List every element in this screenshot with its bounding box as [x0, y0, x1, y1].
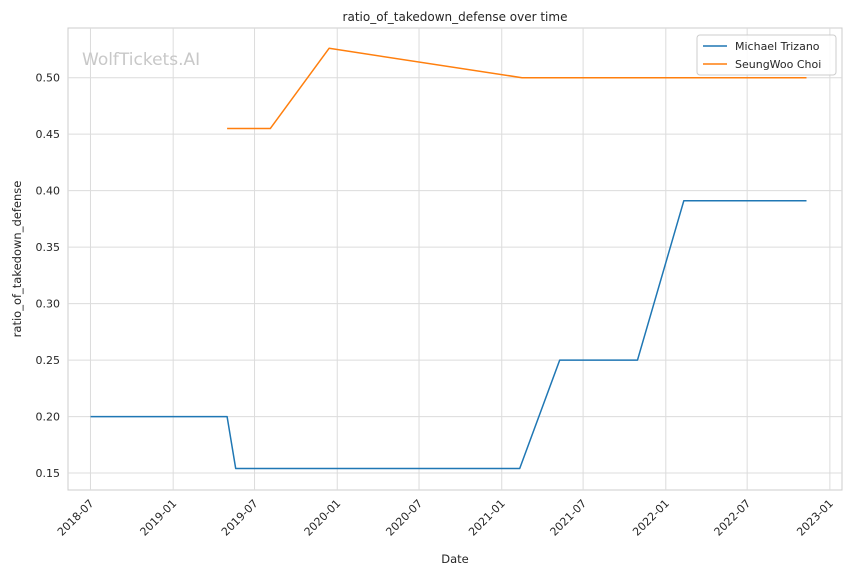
- x-tick-label: 2018-07: [55, 497, 97, 539]
- x-tick-label: 2020-07: [383, 497, 425, 539]
- y-tick-label: 0.30: [36, 298, 61, 311]
- x-tick-label: 2021-07: [548, 497, 590, 539]
- series-line-seungwoo-choi: [227, 47, 807, 130]
- y-tick-label: 0.40: [36, 185, 61, 198]
- x-tick-label: 2019-07: [219, 497, 261, 539]
- watermark: WolfTickets.AI: [82, 50, 200, 70]
- y-tick-label: 0.45: [36, 128, 61, 141]
- x-tick-label: 2023-01: [794, 497, 836, 539]
- legend-label: SeungWoo Choi: [735, 58, 821, 71]
- y-tick-label: 0.50: [36, 72, 61, 85]
- series-group: [90, 47, 807, 470]
- y-tick-label: 0.20: [36, 411, 61, 424]
- y-axis-label: ratio_of_takedown_defense: [10, 181, 24, 338]
- x-tick-label: 2021-01: [466, 497, 508, 539]
- x-tick-label: 2019-01: [138, 497, 180, 539]
- plot-area: [67, 27, 843, 491]
- y-tick-label: 0.15: [36, 467, 61, 480]
- chart-title: ratio_of_takedown_defense over time: [343, 10, 568, 24]
- x-tick-label: 2022-07: [712, 497, 754, 539]
- y-tick-label: 0.25: [36, 354, 61, 367]
- legend: Michael Trizano SeungWoo Choi: [696, 34, 837, 76]
- series-line-michael-trizano: [90, 200, 807, 470]
- legend-label: Michael Trizano: [735, 40, 820, 53]
- x-axis-label: Date: [441, 552, 469, 566]
- y-tick-label: 0.35: [36, 241, 61, 254]
- legend-box: [696, 34, 837, 76]
- x-tick-label: 2022-01: [630, 497, 672, 539]
- x-tick-label: 2020-01: [302, 497, 344, 539]
